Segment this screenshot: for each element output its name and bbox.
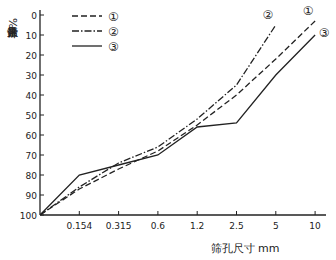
x-tick-label: 10	[309, 221, 321, 231]
y-tick	[40, 175, 44, 176]
x-tick	[79, 211, 80, 215]
y-tick	[40, 35, 44, 36]
y-tick-label: 30	[26, 71, 38, 81]
x-tick-label: 5	[273, 221, 279, 231]
y-tick-label: 100	[20, 211, 37, 221]
y-tick	[40, 135, 44, 136]
x-tick-label: 1.2	[190, 221, 204, 231]
y-axis	[39, 10, 40, 215]
series-line	[40, 21, 315, 215]
y-tick-label: 70	[26, 151, 38, 161]
y-tick-label: 60	[26, 131, 38, 141]
legend-label: ①	[108, 10, 119, 24]
chart: 0 10 20 30 40 50 60 70 80 90 100 0.154 0.315 0.6 1.2 2.…	[0, 0, 336, 260]
x-tick	[197, 211, 198, 215]
y-tick	[40, 15, 44, 16]
legend-label: ②	[108, 25, 119, 39]
y-tick	[40, 55, 44, 56]
y-tick	[40, 195, 44, 196]
x-axis	[40, 214, 326, 215]
y-tick-label: 50	[26, 111, 38, 121]
series-line	[40, 35, 315, 215]
series-end-label: ①	[303, 4, 314, 18]
series-line	[40, 25, 276, 215]
legend-swatch	[72, 45, 102, 46]
x-axis-title: 筛孔尺寸 mm	[211, 242, 280, 255]
series-end-label: ②	[262, 8, 273, 22]
y-tick-label: 10	[26, 31, 38, 41]
y-tick-label: 90	[26, 191, 38, 201]
x-tick-label: 0.315	[106, 221, 132, 231]
y-tick	[40, 115, 44, 116]
x-tick-label: 0.6	[151, 221, 166, 231]
legend-swatch	[72, 15, 102, 16]
y-tick-label: 40	[26, 91, 38, 101]
y-tick	[40, 155, 44, 156]
y-tick	[40, 75, 44, 76]
plot-lines	[40, 21, 315, 215]
y-tick-label: 80	[26, 171, 38, 181]
y-axis-title: 累计筛余量%	[6, 18, 19, 39]
y-tick-label: 0	[31, 11, 37, 21]
x-tick	[275, 211, 276, 215]
x-tick	[315, 211, 316, 215]
x-tick-label: 0.154	[66, 221, 92, 231]
x-tick	[236, 211, 237, 215]
x-tick	[157, 211, 158, 215]
y-tick-label: 20	[26, 51, 38, 61]
x-tick-label: 2.5	[229, 221, 243, 231]
legend-label: ③	[108, 40, 119, 54]
y-tick	[40, 95, 44, 96]
series-end-label: ③	[319, 26, 330, 40]
legend-swatch	[72, 30, 102, 31]
x-tick	[118, 211, 119, 215]
chart-root: 0 10 20 30 40 50 60 70 80 90 100 0.154 0.315 0.6 1.2 2.…	[0, 0, 336, 260]
